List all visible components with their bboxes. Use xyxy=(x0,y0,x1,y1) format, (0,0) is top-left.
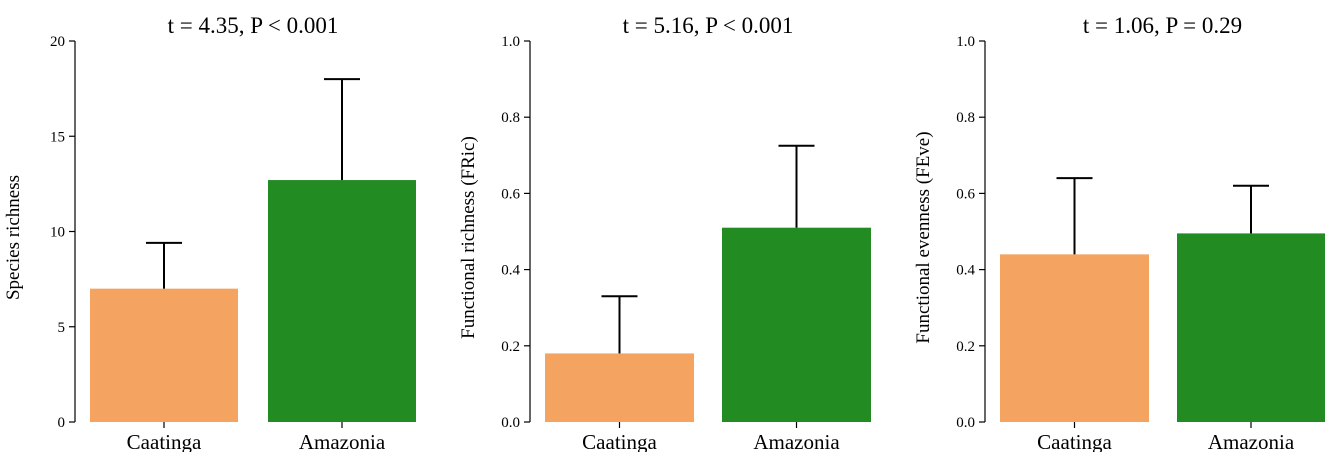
y-tick-label: 0.2 xyxy=(956,339,975,355)
y-tick-label: 20 xyxy=(50,34,65,50)
chart-title: t = 5.16, P < 0.001 xyxy=(623,13,794,38)
y-axis-label: Functional richness (FRic) xyxy=(458,136,479,339)
x-tick-label-caatinga: Caatinga xyxy=(582,430,657,452)
y-tick-label: 0.4 xyxy=(956,263,975,279)
y-tick-label: 0.4 xyxy=(501,263,520,279)
x-tick-label-caatinga: Caatinga xyxy=(127,430,202,452)
chart-panel-2: 0.0 0.2 0.4 0.6 0.8 1.0 Caatinga Amazonia Functi… xyxy=(458,13,871,454)
bar-caatinga xyxy=(90,288,238,422)
y-axis-label: Functional evenness (FEve) xyxy=(913,131,934,343)
bar-amazonia xyxy=(722,227,871,422)
y-tick-label: 5 xyxy=(58,320,66,336)
y-tick-label: 0.8 xyxy=(501,110,520,126)
y-tick-label: 0 xyxy=(58,415,66,431)
y-tick-label: 0.0 xyxy=(501,415,520,431)
y-tick-label: 0.0 xyxy=(956,415,975,431)
chart-panel-3: 0.0 0.2 0.4 0.6 0.8 1.0 Caatinga Amazonia Functi… xyxy=(913,13,1325,454)
y-tick-label: 0.6 xyxy=(956,186,975,202)
y-tick-label: 0.2 xyxy=(501,339,520,355)
chart-panel-1: 0 5 10 15 20 Caatinga Amazonia Species richness… xyxy=(3,13,416,454)
x-tick-label-amazonia: Amazonia xyxy=(1208,430,1295,452)
bar-amazonia xyxy=(1177,233,1325,422)
bar-caatinga xyxy=(1000,254,1149,422)
x-tick-label-amazonia: Amazonia xyxy=(753,430,840,452)
bar-caatinga xyxy=(545,353,694,422)
y-tick-label: 1.0 xyxy=(956,34,975,50)
y-tick-label: 0.8 xyxy=(956,110,975,126)
y-tick-label: 10 xyxy=(50,225,65,241)
y-tick-label: 15 xyxy=(50,129,65,145)
y-axis-label: Species richness xyxy=(3,175,24,300)
chart-title: t = 1.06, P = 0.29 xyxy=(1083,13,1242,38)
bar-amazonia xyxy=(268,180,416,422)
chart-title: t = 4.35, P < 0.001 xyxy=(168,13,339,38)
y-tick-label: 1.0 xyxy=(501,34,520,50)
x-tick-label-caatinga: Caatinga xyxy=(1037,430,1112,452)
y-tick-label: 0.6 xyxy=(501,186,520,202)
x-tick-label-amazonia: Amazonia xyxy=(299,430,386,452)
